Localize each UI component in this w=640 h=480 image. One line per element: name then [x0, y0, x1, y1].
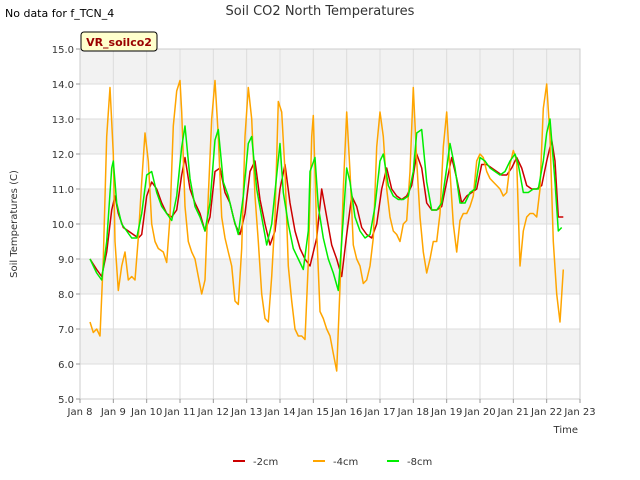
x-tick-label: Jan 14	[263, 407, 295, 418]
legend: -2cm -4cm -8cm	[233, 457, 432, 468]
series-line-8cmcm	[89, 118, 563, 292]
x-tick-label: Jan 20	[463, 407, 495, 418]
y-tick-label: 13.0	[52, 115, 74, 126]
x-tick-label: Jan 12	[197, 407, 229, 418]
x-tick-label: Jan 21	[497, 407, 529, 418]
no-data-message: No data for f_TCN_4	[5, 7, 115, 20]
x-axis-label: Time	[553, 425, 578, 436]
chart-title: Soil CO2 North Temperatures	[226, 4, 415, 19]
x-tick-label: Jan 9	[100, 407, 126, 418]
x-tick-label: Jan 13	[230, 407, 262, 418]
station-label-text: VR_soilco2	[86, 36, 152, 49]
x-tick-label: Jan 16	[330, 407, 362, 418]
x-tick-label: Jan 17	[363, 407, 395, 418]
legend-item: -8cm	[387, 457, 432, 468]
x-tick-label: Jan 15	[297, 407, 329, 418]
legend-label: -8cm	[407, 457, 432, 468]
x-tick-label: Jan 22	[530, 407, 562, 418]
y-tick-label: 15.0	[52, 45, 74, 56]
legend-label: -2cm	[253, 457, 278, 468]
y-axis-label: Soil Temperatures (C)	[9, 170, 20, 278]
x-tick-label: Jan 10	[130, 407, 162, 418]
x-tick-label: Jan 8	[67, 407, 93, 418]
x-tick-label: Jan 19	[430, 407, 462, 418]
y-tick-label: 10.0	[52, 220, 74, 231]
legend-item: -2cm	[233, 457, 278, 468]
y-tick-label: 8.0	[58, 290, 74, 301]
legend-label: -4cm	[333, 457, 358, 468]
x-tick-label: Jan 11	[163, 407, 195, 418]
grid-band	[80, 49, 580, 84]
y-tick-label: 14.0	[52, 80, 74, 91]
station-label: VR_soilco2	[80, 31, 158, 52]
grid-band	[80, 119, 580, 154]
y-tick-label: 7.0	[58, 325, 74, 336]
y-tick-label: 5.0	[58, 395, 74, 406]
y-tick-label: 9.0	[58, 255, 74, 266]
legend-item: -4cm	[313, 457, 358, 468]
y-tick-label: 12.0	[52, 150, 74, 161]
y-tick-label: 11.0	[52, 185, 74, 196]
x-tick-label: Jan 23	[563, 407, 595, 418]
x-tick-label: Jan 18	[397, 407, 429, 418]
y-tick-label: 6.0	[58, 360, 74, 371]
